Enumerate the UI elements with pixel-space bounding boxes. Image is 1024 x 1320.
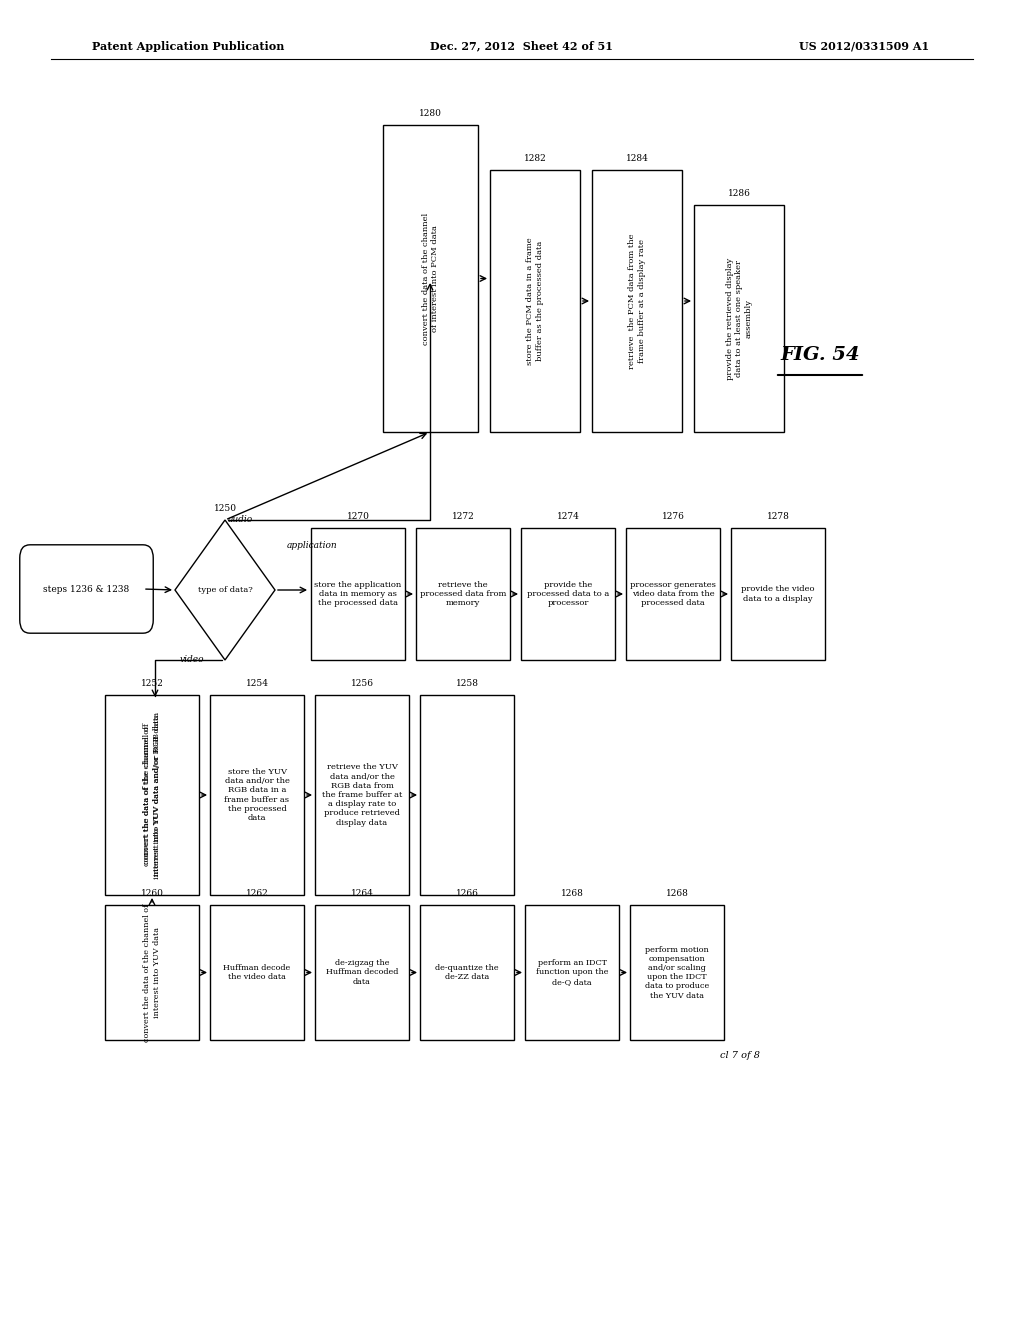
Text: cl 7 of 8: cl 7 of 8 bbox=[720, 1051, 760, 1060]
Text: perform motion
compensation
and/or scaling
upon the IDCT
data to produce
the YUV: perform motion compensation and/or scali… bbox=[645, 945, 710, 999]
Text: provide the video
data to a display: provide the video data to a display bbox=[741, 585, 815, 603]
FancyBboxPatch shape bbox=[521, 528, 615, 660]
Text: 1250: 1250 bbox=[213, 504, 237, 513]
FancyBboxPatch shape bbox=[525, 906, 618, 1040]
Text: de-quantize the
de-ZZ data: de-quantize the de-ZZ data bbox=[435, 964, 499, 981]
Text: US 2012/0331509 A1: US 2012/0331509 A1 bbox=[799, 41, 929, 51]
Text: application: application bbox=[287, 540, 337, 549]
Text: 1270: 1270 bbox=[346, 512, 370, 521]
Text: steps 1236 & 1238: steps 1236 & 1238 bbox=[43, 585, 130, 594]
Text: store the application
data in memory as
the processed data: store the application data in memory as … bbox=[314, 581, 401, 607]
FancyBboxPatch shape bbox=[490, 170, 580, 432]
FancyBboxPatch shape bbox=[592, 170, 682, 432]
Text: 1260: 1260 bbox=[140, 890, 164, 899]
FancyBboxPatch shape bbox=[731, 528, 825, 660]
Text: 1266: 1266 bbox=[456, 890, 478, 899]
FancyBboxPatch shape bbox=[315, 906, 409, 1040]
Text: 1284: 1284 bbox=[626, 154, 648, 164]
Text: convert the data of the channel of
interest into YUV data and/or RGB data: convert the data of the channel of inter… bbox=[143, 711, 161, 879]
FancyBboxPatch shape bbox=[105, 696, 199, 895]
Text: video: video bbox=[180, 656, 204, 664]
Text: provide the retrieved display
data to at least one speaker
assembly: provide the retrieved display data to at… bbox=[726, 257, 753, 380]
Text: retrieve the
processed data from
memory: retrieve the processed data from memory bbox=[420, 581, 506, 607]
Text: 1268: 1268 bbox=[666, 890, 688, 899]
Text: 1286: 1286 bbox=[728, 189, 751, 198]
Text: 1278: 1278 bbox=[767, 512, 790, 521]
Text: convert the data of the channel of
interest into YUV data: convert the data of the channel of inter… bbox=[143, 903, 161, 1041]
Text: store the YUV
data and/or the
RGB data in a
frame buffer as
the processed
data: store the YUV data and/or the RGB data i… bbox=[224, 768, 290, 822]
Text: FIG. 54: FIG. 54 bbox=[780, 346, 860, 364]
Text: Dec. 27, 2012  Sheet 42 of 51: Dec. 27, 2012 Sheet 42 of 51 bbox=[430, 41, 613, 51]
FancyBboxPatch shape bbox=[626, 528, 720, 660]
FancyBboxPatch shape bbox=[420, 696, 514, 895]
FancyBboxPatch shape bbox=[420, 906, 514, 1040]
Text: store the PCM data in a frame
buffer as the processed data: store the PCM data in a frame buffer as … bbox=[526, 238, 544, 364]
FancyBboxPatch shape bbox=[416, 528, 510, 660]
FancyBboxPatch shape bbox=[105, 906, 199, 1040]
Text: provide the
processed data to a
processor: provide the processed data to a processo… bbox=[527, 581, 609, 607]
Text: 1258: 1258 bbox=[456, 680, 478, 689]
Text: convert the data of the channel
of interest into PCM data: convert the data of the channel of inter… bbox=[422, 213, 439, 345]
Text: 1256: 1256 bbox=[350, 680, 374, 689]
Text: 1274: 1274 bbox=[557, 512, 580, 521]
Text: audio: audio bbox=[227, 516, 253, 524]
Polygon shape bbox=[175, 520, 275, 660]
Text: Patent Application Publication: Patent Application Publication bbox=[92, 41, 285, 51]
Text: perform an IDCT
function upon the
de-Q data: perform an IDCT function upon the de-Q d… bbox=[536, 960, 608, 986]
Text: 1262: 1262 bbox=[246, 890, 268, 899]
Text: convert the data of the channel of
interest into YUV data and/or RGB data: convert the data of the channel of inter… bbox=[143, 714, 161, 875]
Text: 1276: 1276 bbox=[662, 512, 684, 521]
Text: processor generates
video data from the
processed data: processor generates video data from the … bbox=[630, 581, 716, 607]
Text: 1264: 1264 bbox=[350, 890, 374, 899]
FancyBboxPatch shape bbox=[210, 696, 304, 895]
FancyBboxPatch shape bbox=[311, 528, 406, 660]
Text: 1282: 1282 bbox=[523, 154, 547, 164]
Text: 1272: 1272 bbox=[452, 512, 474, 521]
Text: 1280: 1280 bbox=[419, 110, 442, 119]
FancyBboxPatch shape bbox=[383, 125, 478, 432]
Text: retrieve  the PCM data from the
frame buffer at a display rate: retrieve the PCM data from the frame buf… bbox=[629, 234, 645, 368]
FancyBboxPatch shape bbox=[315, 696, 409, 895]
FancyBboxPatch shape bbox=[19, 545, 154, 634]
Text: de-zigzag the
Huffman decoded
data: de-zigzag the Huffman decoded data bbox=[326, 960, 398, 986]
Text: 1252: 1252 bbox=[140, 680, 164, 689]
Text: Huffman decode
the video data: Huffman decode the video data bbox=[223, 964, 291, 981]
Text: 1268: 1268 bbox=[560, 890, 584, 899]
FancyBboxPatch shape bbox=[210, 906, 304, 1040]
Text: 1254: 1254 bbox=[246, 680, 268, 689]
Text: type of data?: type of data? bbox=[198, 586, 252, 594]
FancyBboxPatch shape bbox=[694, 205, 784, 432]
Text: retrieve the YUV
data and/or the
RGB data from
the frame buffer at
a display rat: retrieve the YUV data and/or the RGB dat… bbox=[322, 763, 402, 826]
FancyBboxPatch shape bbox=[630, 906, 724, 1040]
